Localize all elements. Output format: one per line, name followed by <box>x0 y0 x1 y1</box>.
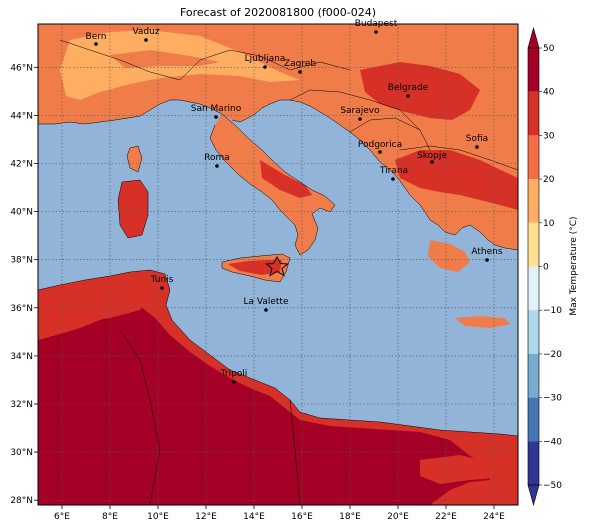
colorbar-tick-label: −10 <box>543 306 562 316</box>
colorbar-tick-label: 10 <box>543 219 555 229</box>
colorbar-segment <box>528 397 539 442</box>
city-dot <box>232 380 236 384</box>
colorbar-segment <box>528 222 539 267</box>
colorbar-tick-label: −40 <box>543 437 562 447</box>
colorbar-tick-label: −50 <box>543 481 562 491</box>
city-dot <box>391 177 395 181</box>
colorbar-segment <box>528 441 539 485</box>
city-label: Sarajevo <box>340 106 380 116</box>
city-label: Roma <box>204 153 230 163</box>
hot-zone-balkans <box>360 62 480 120</box>
colorbar-segment <box>528 48 539 92</box>
hot-zone-greece <box>395 150 518 210</box>
colorbar-tick-label: 30 <box>543 131 555 141</box>
colorbar-tick-label: −20 <box>543 350 562 360</box>
hot-zone-italy-south <box>260 160 312 198</box>
lon-tick-label: 14°E <box>243 512 265 522</box>
city-dot <box>215 164 219 168</box>
warm-zone-alps <box>110 50 220 68</box>
city-label: Ljubljana <box>245 54 286 64</box>
city-dot <box>264 308 268 312</box>
sardinia-land <box>118 180 148 238</box>
lat-tick-label: 38°N <box>10 256 33 266</box>
lat-tick-label: 34°N <box>10 352 33 362</box>
city-label: Belgrade <box>388 83 429 93</box>
city-label: La Valette <box>244 297 289 307</box>
city-dot <box>406 94 410 98</box>
city-label: Bern <box>86 32 107 42</box>
colorbar: 50 40 30 20 10 0 −10 −20 −30 −40 −50 <box>527 26 562 507</box>
map-title: Forecast of 2020081800 (f000-024) <box>179 6 377 19</box>
lat-tick-label: 28°N <box>10 496 33 506</box>
city-dot <box>144 38 148 42</box>
lat-tick-label: 44°N <box>10 111 33 121</box>
city-label: Skopje <box>417 151 447 161</box>
star-marker <box>265 255 289 277</box>
map-frame <box>37 23 519 506</box>
colorbar-segment <box>528 310 539 354</box>
colorbar-segment <box>528 135 539 180</box>
city-label: San Marino <box>191 104 242 114</box>
map-plot-area <box>38 24 518 505</box>
city-dot <box>160 286 164 290</box>
lat-tick-label: 30°N <box>10 448 33 458</box>
colorbar-tick-label: −30 <box>543 394 562 404</box>
city-label: Sofia <box>466 134 488 144</box>
lat-tick-label: 32°N <box>10 400 33 410</box>
city-label: Tunis <box>150 275 174 285</box>
city-label: Zagreb <box>284 59 316 69</box>
city-dot <box>485 258 489 262</box>
latitude-ticks: 28°N 30°N 32°N 34°N 36°N 38°N 40°N 42°N 44°N 46°N <box>10 63 38 506</box>
corsica-land <box>127 146 142 172</box>
city-dot <box>263 65 267 69</box>
lat-tick-label: 46°N <box>10 63 33 73</box>
sahara-warm-patch <box>420 455 495 484</box>
lon-tick-label: 24°E <box>483 512 505 522</box>
lon-tick-label: 12°E <box>195 512 217 522</box>
lon-tick-label: 16°E <box>291 512 313 522</box>
city-dot <box>378 150 382 154</box>
city-label: Tripoli <box>220 369 248 379</box>
colorbar-segment <box>528 266 539 311</box>
colorbar-segment <box>528 91 539 136</box>
tunisia-warm-patch <box>60 292 150 322</box>
city-dot <box>214 115 218 119</box>
crete-land <box>455 316 510 328</box>
city-dot <box>358 117 362 121</box>
colorbar-label: Max Temperature (°C) <box>569 216 579 315</box>
city-label: Athens <box>471 247 502 257</box>
colorbar-tick-label: 40 <box>543 88 555 98</box>
colorbar-segment <box>528 353 539 398</box>
gridlines <box>38 24 518 505</box>
city-dot <box>475 145 479 149</box>
lon-tick-label: 22°E <box>435 512 457 522</box>
colorbar-tick-label: 20 <box>543 175 555 185</box>
longitude-ticks: 6°E 8°E 10°E 12°E 14°E 16°E 18°E 20°E 22°E 24°E <box>54 505 505 522</box>
city-label: Podgorica <box>358 140 402 150</box>
colorbar-under <box>527 484 540 507</box>
lon-tick-label: 18°E <box>339 512 361 522</box>
city-dot <box>94 42 98 46</box>
city-label: Budapest <box>355 19 398 29</box>
city-label: Vaduz <box>132 27 159 37</box>
colorbar-over <box>527 26 540 49</box>
city-label: Tirana <box>379 166 408 176</box>
city-dot <box>374 30 378 34</box>
lat-tick-label: 42°N <box>10 159 33 169</box>
lon-tick-label: 20°E <box>387 512 409 522</box>
lon-tick-label: 8°E <box>102 512 118 522</box>
lon-tick-label: 10°E <box>147 512 169 522</box>
borders <box>38 39 518 505</box>
city-dot <box>298 70 302 74</box>
colorbar-tick-label: 50 <box>543 44 555 54</box>
lat-tick-label: 36°N <box>10 304 33 314</box>
peloponnese-land <box>428 240 470 272</box>
city-dot <box>430 160 434 164</box>
lat-tick-label: 40°N <box>10 208 33 218</box>
colorbar-tick-label: 0 <box>543 263 549 273</box>
colorbar-segment <box>528 179 539 223</box>
lon-tick-label: 6°E <box>54 512 70 522</box>
